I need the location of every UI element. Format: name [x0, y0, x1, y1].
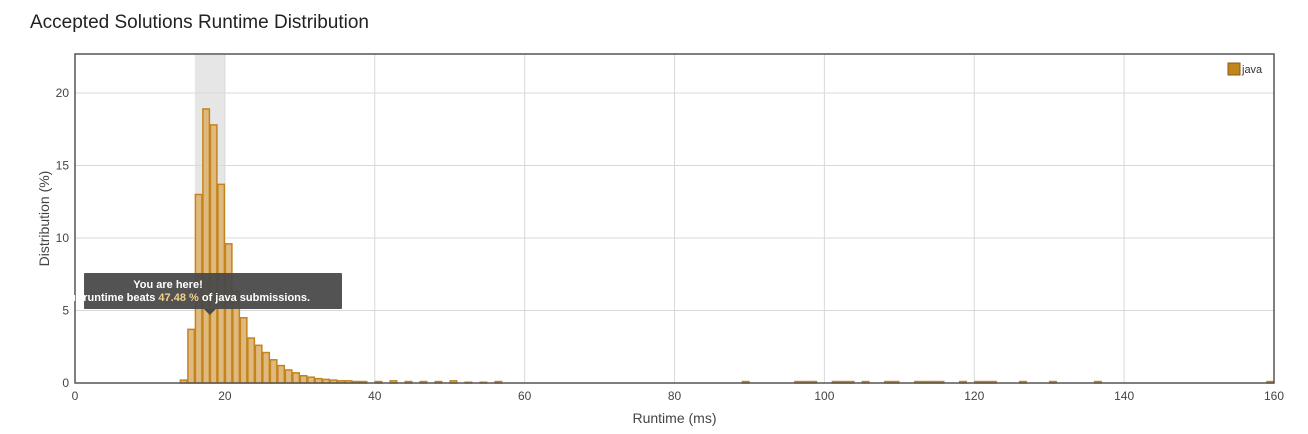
x-axis-label: Runtime (ms) [632, 410, 716, 426]
tooltip-line1: You are here! [133, 279, 203, 291]
x-tick-label: 40 [368, 389, 382, 403]
histogram-bar [254, 344, 263, 384]
tooltip-suffix: of java submissions. [199, 292, 310, 304]
histogram-bar [307, 376, 316, 384]
tooltip-pointer [203, 309, 216, 315]
histogram-bar [202, 108, 211, 384]
histogram-bar [209, 124, 218, 384]
x-tick-label: 80 [668, 389, 682, 403]
histogram-bar [247, 337, 256, 384]
x-tick-label: 60 [518, 389, 532, 403]
y-tick-label: 0 [62, 376, 69, 390]
chart-title: Accepted Solutions Runtime Distribution [30, 12, 370, 33]
histogram-bar [299, 375, 308, 384]
tooltip-percentile: 47.48 % [158, 292, 199, 304]
histogram-bar [224, 243, 233, 384]
histogram-bar [239, 317, 248, 384]
legend-label: java [1241, 64, 1263, 76]
x-tick-label: 120 [964, 389, 984, 403]
histogram-bar [284, 369, 293, 384]
histogram-bar [292, 372, 301, 384]
y-axis-label: Distribution (%) [36, 171, 52, 267]
y-tick-label: 15 [56, 159, 70, 173]
legend-swatch [1227, 62, 1241, 76]
tooltip-prefix: Your runtime beats [56, 292, 158, 304]
y-tick-label: 20 [56, 86, 70, 100]
plot-frame [74, 53, 1275, 384]
histogram-bar [187, 328, 196, 384]
histogram-bar [262, 351, 271, 384]
x-tick-label: 0 [72, 389, 79, 403]
tooltip-box [84, 273, 342, 309]
x-tick-label: 140 [1114, 389, 1134, 403]
y-tick-label: 5 [62, 304, 69, 318]
tooltip-line2: Your runtime beats 47.48 % of java submi… [56, 292, 310, 304]
x-tick-label: 100 [814, 389, 834, 403]
x-tick-label: 160 [1264, 389, 1284, 403]
histogram-bar [269, 359, 278, 384]
y-tick-label: 10 [56, 231, 70, 245]
histogram-bar [277, 364, 286, 384]
x-tick-label: 20 [218, 389, 232, 403]
